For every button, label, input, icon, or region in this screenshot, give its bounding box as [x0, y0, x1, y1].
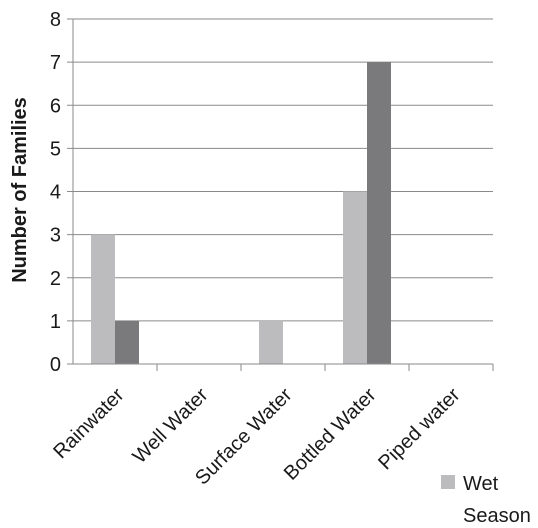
gridlines	[67, 18, 493, 365]
y-tick-label: 8	[50, 9, 61, 31]
y-tick-label: 0	[50, 354, 61, 376]
bar-rainwater-s2	[115, 320, 139, 364]
legend-label-wet-season-line1: Wet	[463, 473, 499, 495]
y-tick-label: 3	[50, 225, 61, 247]
y-tick-label: 5	[50, 138, 61, 160]
bar-rainwater-s1	[91, 234, 115, 364]
y-tick-label: 6	[50, 95, 61, 117]
legend-label-wet-season-line2: Season	[463, 505, 531, 527]
x-tick-label: Rainwater	[49, 384, 128, 463]
y-tick-labels: 0 1 2 3 4 5 6 7 8	[50, 9, 61, 376]
y-tick-label: 1	[50, 311, 61, 333]
legend-swatch-wet-season	[441, 475, 455, 489]
y-axis-label: Number of Families	[9, 97, 31, 283]
legend: Wet Season	[441, 473, 531, 527]
y-tick-label: 7	[50, 52, 61, 74]
y-tick-label: 4	[50, 182, 61, 204]
axes	[72, 19, 494, 371]
bar-bottled-water-s1	[343, 191, 367, 364]
x-tick-label: Piped water	[374, 384, 464, 474]
x-tick-label: Well Water	[129, 384, 213, 468]
bar-surface-water-s1	[259, 320, 283, 364]
bars	[91, 62, 391, 364]
y-tick-label: 2	[50, 268, 61, 290]
bar-bottled-water-s2	[367, 62, 391, 364]
